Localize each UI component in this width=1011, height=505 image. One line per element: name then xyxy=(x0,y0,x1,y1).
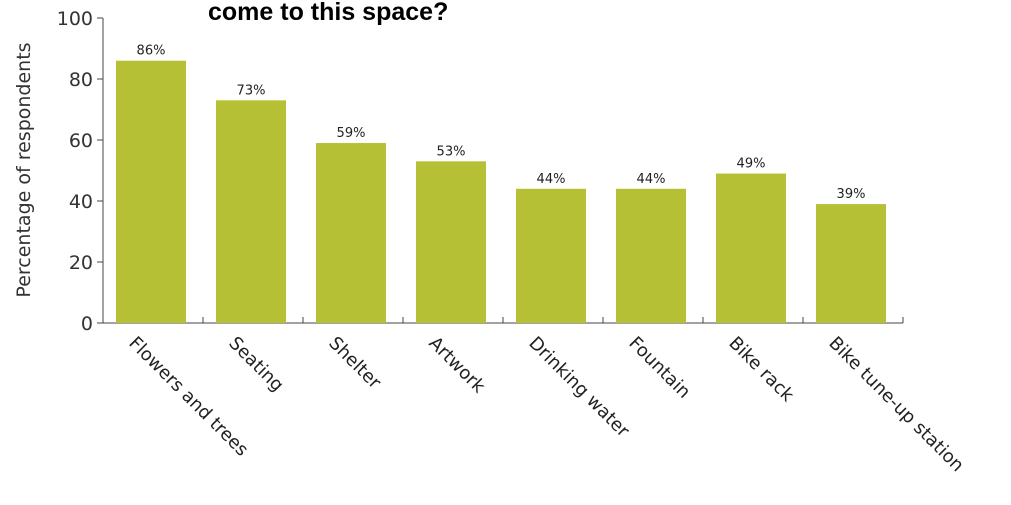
y-axis-label: Percentage of respondents xyxy=(13,42,35,297)
y-tick-label: 100 xyxy=(57,8,93,30)
y-tick-label: 0 xyxy=(81,313,93,335)
category-label: Bike rack xyxy=(724,333,798,407)
bar xyxy=(416,161,486,323)
y-tick-label: 20 xyxy=(69,252,93,274)
bar xyxy=(716,173,786,323)
data-label: 39% xyxy=(837,187,866,202)
data-label: 86% xyxy=(137,44,166,59)
category-label: Bike tune-up station xyxy=(824,333,967,476)
bar xyxy=(216,100,286,323)
data-label: 53% xyxy=(437,144,466,159)
data-label: 73% xyxy=(237,83,266,98)
bar xyxy=(816,204,886,323)
category-label: Drinking water xyxy=(524,333,633,442)
y-tick-label: 60 xyxy=(69,130,93,152)
data-label: 59% xyxy=(337,126,366,141)
data-label: 44% xyxy=(537,172,566,187)
y-axis: 0 20 40 60 80 100 xyxy=(57,8,104,335)
category-label: Shelter xyxy=(324,333,385,394)
data-label: 44% xyxy=(637,172,666,187)
bar xyxy=(616,188,686,323)
category-label: Fountain xyxy=(624,333,694,403)
category-label: Artwork xyxy=(424,333,489,398)
data-labels: 86% 73% 59% 53% 44% 44% 49% 39% xyxy=(137,44,866,202)
category-label: Seating xyxy=(224,333,287,396)
y-tick-label: 40 xyxy=(69,191,93,213)
chart-title: come to this space? xyxy=(208,0,448,26)
y-tick-label: 80 xyxy=(69,69,93,91)
bar xyxy=(516,188,586,323)
bar xyxy=(116,60,186,323)
bars xyxy=(116,60,886,323)
data-label: 49% xyxy=(737,157,766,172)
bar xyxy=(316,143,386,323)
